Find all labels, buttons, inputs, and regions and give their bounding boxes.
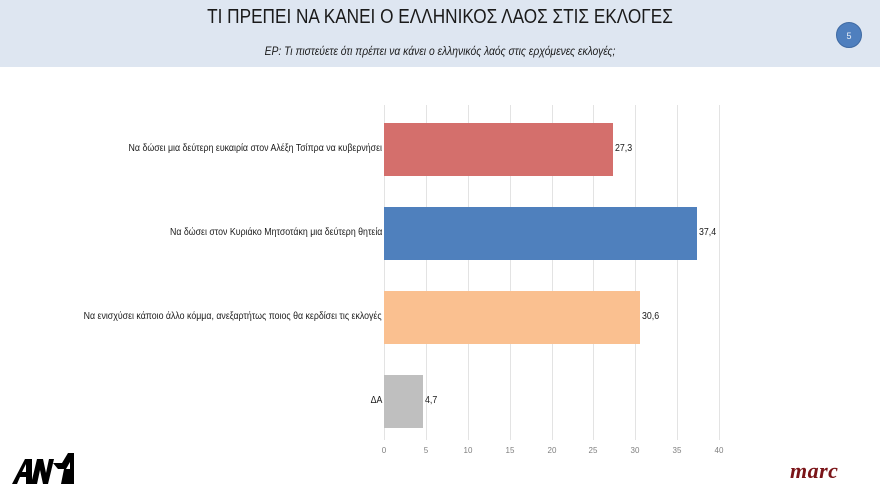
survey-question: ΕΡ: Τι πιστεύετε ότι πρέπει να κάνει ο ε…	[264, 44, 616, 58]
ant1-logo	[12, 453, 74, 484]
gridline	[635, 105, 636, 440]
category-label: Να δώσει μια δεύτερη ευκαιρία στον Αλέξη…	[128, 143, 382, 154]
value-label: 37,4	[699, 227, 717, 238]
x-tick-label: 40	[714, 446, 724, 455]
category-label: Να δώσει στον Κυριάκο Μητσοτάκη μια δεύτ…	[169, 227, 382, 238]
x-tick-label: 0	[381, 446, 387, 455]
gridline	[593, 105, 594, 440]
gridline	[510, 105, 511, 440]
value-label: 30,6	[642, 311, 660, 322]
marc-logo: marc	[790, 458, 839, 483]
x-tick-label: 30	[630, 446, 640, 455]
bar	[384, 207, 698, 260]
value-label: 27,3	[614, 143, 632, 154]
gridline	[384, 105, 385, 440]
header-banner: ΤΙ ΠΡΕΠΕΙ ΝΑ ΚΑΝΕΙ Ο ΕΛΛΗΝΙΚΟΣ ΛΑΟΣ ΣΤΙΣ…	[0, 0, 880, 67]
page-title: ΤΙ ΠΡΕΠΕΙ ΝΑ ΚΑΝΕΙ Ο ΕΛΛΗΝΙΚΟΣ ΛΑΟΣ ΣΤΙΣ…	[207, 6, 673, 28]
category-label: Να ενισχύσει κάποιο άλλο κόμμα, ανεξαρτή…	[84, 311, 382, 322]
page-number-badge: 5	[836, 22, 862, 48]
gridline	[426, 105, 427, 440]
gridline	[468, 105, 469, 440]
x-tick-label: 5	[423, 446, 429, 455]
value-label: 4,7	[425, 395, 438, 406]
bar	[384, 291, 641, 344]
x-tick-label: 20	[547, 446, 557, 455]
x-tick-label: 10	[463, 446, 473, 455]
gridline	[552, 105, 553, 440]
x-tick-label: 25	[588, 446, 598, 455]
x-tick-label: 15	[505, 446, 515, 455]
bar	[384, 375, 424, 428]
bar	[384, 123, 613, 176]
gridline	[719, 105, 720, 440]
gridline	[677, 105, 678, 440]
x-tick-label: 35	[672, 446, 682, 455]
category-label: ΔΑ	[370, 395, 382, 406]
